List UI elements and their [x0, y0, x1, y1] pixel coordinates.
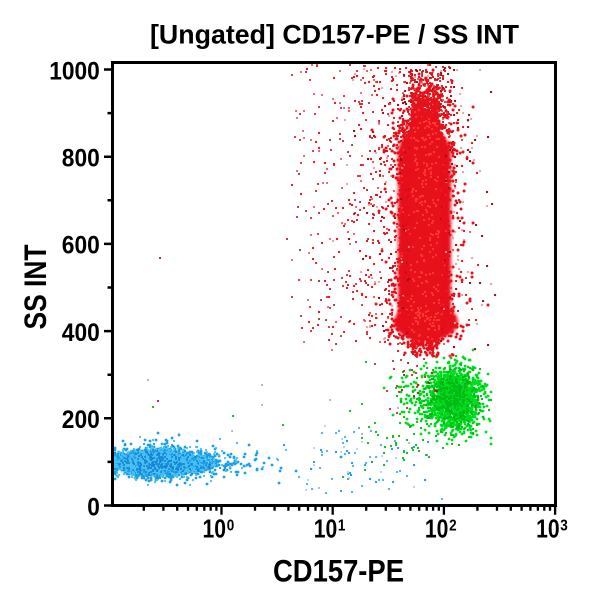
- svg-text:CD157-PE: CD157-PE: [273, 552, 404, 588]
- svg-text:400: 400: [62, 319, 100, 347]
- svg-text:10: 10: [314, 514, 338, 544]
- svg-text:[Ungated] CD157-PE / SS INT: [Ungated] CD157-PE / SS INT: [150, 20, 519, 50]
- svg-text:10: 10: [203, 514, 227, 544]
- svg-text:600: 600: [62, 232, 100, 260]
- svg-text:0: 0: [227, 517, 235, 534]
- svg-text:200: 200: [62, 406, 100, 434]
- svg-text:1: 1: [338, 517, 346, 534]
- svg-text:0: 0: [87, 493, 100, 521]
- svg-text:2: 2: [449, 517, 457, 534]
- svg-text:SS INT: SS INT: [17, 245, 53, 330]
- svg-text:10: 10: [536, 514, 560, 544]
- svg-text:3: 3: [560, 517, 568, 534]
- svg-text:1000: 1000: [49, 57, 100, 85]
- svg-text:800: 800: [62, 145, 100, 173]
- svg-text:10: 10: [425, 514, 449, 544]
